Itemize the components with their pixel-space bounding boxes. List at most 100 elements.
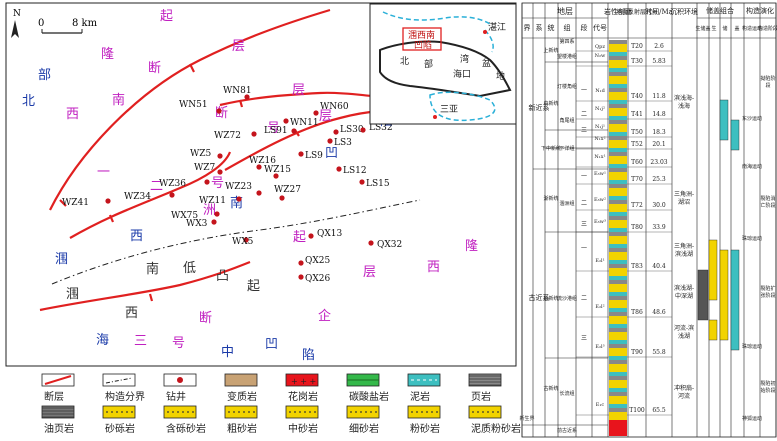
environment: 浅湖 [678, 332, 690, 340]
region-label: 企 [318, 308, 331, 324]
region-label: 凸 [216, 269, 229, 284]
north-arrow: N [11, 9, 21, 38]
well-label: WN11 [290, 118, 319, 128]
well-marker [216, 108, 222, 114]
seismic-code: T50 [631, 129, 643, 136]
region-label: 南 [146, 261, 159, 277]
well-marker [243, 237, 249, 243]
well-marker [298, 274, 304, 280]
formation: 流沙港组 [557, 295, 577, 302]
well-marker [291, 128, 297, 134]
seismic-code: T83 [631, 263, 643, 270]
region-label: 层 [232, 39, 245, 54]
tectonic-movement: 南海运动 [742, 163, 762, 170]
seismic-code: T20 [631, 43, 643, 50]
reservoir-subheader: 生 [711, 25, 716, 32]
legend-item: 碳酸盐岩 [346, 373, 389, 403]
legend-label: 页岩 [471, 390, 491, 403]
region-label: 断 [215, 106, 228, 121]
legend-label: 中砂岩 [288, 422, 318, 435]
scale-label: 8 km [72, 18, 98, 29]
formation-code: Qpz [595, 44, 605, 50]
environment: 滨浅海- [674, 94, 694, 102]
seismic-code: T60 [631, 159, 643, 166]
tectonic-stage: 段 [765, 82, 770, 89]
formation-code: E₃w² [594, 197, 606, 203]
structural-boundary [51, 199, 421, 285]
formation: 前古近系 [557, 427, 577, 434]
seismic-code: T80 [631, 224, 643, 231]
age-value: 5.83 [652, 58, 666, 65]
subheader: 代号 [593, 23, 607, 32]
environment: 滨浅湖 [675, 250, 693, 258]
series: 始新统 [543, 295, 558, 302]
seismic-code: T52 [631, 141, 643, 148]
system: 新近系 [529, 103, 550, 112]
region-label: 号 [267, 121, 280, 136]
well-label: WZ15 [264, 165, 291, 175]
region-label: 层 [292, 83, 305, 98]
well-label: WN60 [320, 102, 349, 112]
legend-item: + + + 花岗岩 [285, 373, 319, 403]
region-label: 北 [22, 94, 35, 109]
region-label: 低 [183, 261, 196, 276]
reservoir-bar [730, 119, 740, 151]
well-label: WZ72 [214, 131, 241, 141]
tectonic-movement: 神狐运动 [742, 415, 762, 422]
well-marker [256, 190, 262, 196]
well-marker [298, 151, 304, 157]
well-label: WZ23 [225, 182, 252, 192]
legend-label: 断层 [44, 390, 64, 403]
legend-item: 粗砂岩 [224, 405, 258, 435]
formation-code: N₁j² [595, 106, 605, 112]
region-label: 层 [363, 265, 376, 280]
formation-code: E₃w³ [594, 219, 606, 225]
age-value: 65.5 [652, 407, 666, 414]
inset-label: 北 [400, 56, 409, 67]
age-value: 23.03 [650, 159, 667, 166]
region-label: 西 [66, 107, 79, 122]
formation-code: N₁x² [594, 136, 605, 142]
legend-item: 页岩 [468, 373, 502, 403]
well-label: WZ5 [190, 149, 212, 159]
reservoir-bar [719, 249, 729, 341]
region-label: 起 [293, 230, 306, 245]
series: 下中新统 [541, 145, 561, 152]
region-label: 号 [172, 336, 185, 351]
well-marker [336, 166, 342, 172]
region-label: 南 [230, 195, 243, 211]
inset-label: 涠西南 [408, 29, 435, 41]
region-labels: 起层隆断部北南西层断层号陷凹一二号南洲西起涠南低凸起层西隆涠西断三号企海中凹陷 [22, 9, 478, 363]
legend-label: 钻井 [166, 390, 186, 403]
legend-label: 含砾砂岩 [166, 422, 206, 435]
age-value: 40.4 [652, 263, 666, 270]
subheader: 统 [548, 23, 555, 32]
well-label: WZ34 [124, 192, 151, 202]
legend-label: 油页岩 [44, 422, 74, 435]
header-lithology: 岩性剖面 [604, 7, 632, 16]
formation: 涠洲组 [559, 200, 574, 207]
member: 三 [581, 127, 587, 134]
granite-glyph: + + + [291, 377, 316, 386]
region-label: 二 [150, 179, 163, 194]
legend-label: 泥岩 [410, 390, 430, 403]
well-label: LS91 [264, 126, 288, 136]
member: 三 [581, 335, 587, 342]
age-value: 14.8 [652, 111, 666, 118]
well-marker [313, 110, 319, 116]
legend-label: 细砂岩 [349, 422, 379, 435]
formation-code: E₃w¹ [594, 171, 606, 177]
region-label: 陷 [302, 348, 315, 363]
formation-code: E₂l² [595, 304, 604, 310]
age-value: 2.6 [654, 43, 664, 50]
well-label: WX5 [232, 237, 254, 247]
formation: 望楼港组 [557, 53, 577, 60]
tectonic-stage: 亡阶段 [760, 202, 775, 209]
age-value: 11.8 [652, 93, 666, 100]
age-value: 55.8 [652, 349, 666, 356]
well-marker [236, 196, 242, 202]
well-label: QX32 [377, 240, 402, 250]
well-marker [368, 240, 374, 246]
